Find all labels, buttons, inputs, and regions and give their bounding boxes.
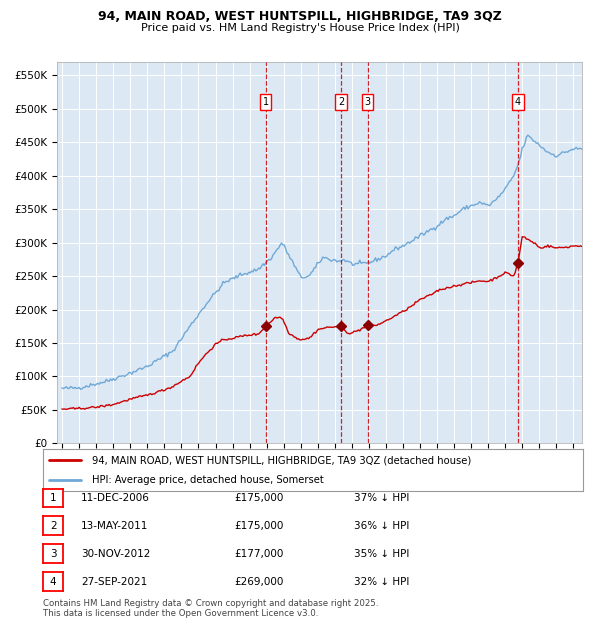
- Text: Price paid vs. HM Land Registry's House Price Index (HPI): Price paid vs. HM Land Registry's House …: [140, 23, 460, 33]
- Text: 27-SEP-2021: 27-SEP-2021: [81, 577, 147, 587]
- Text: Contains HM Land Registry data © Crown copyright and database right 2025.
This d: Contains HM Land Registry data © Crown c…: [43, 599, 379, 618]
- Text: 30-NOV-2012: 30-NOV-2012: [81, 549, 151, 559]
- Text: 3: 3: [50, 549, 56, 559]
- Text: 32% ↓ HPI: 32% ↓ HPI: [354, 577, 409, 587]
- Text: £177,000: £177,000: [234, 549, 283, 559]
- Text: 37% ↓ HPI: 37% ↓ HPI: [354, 493, 409, 503]
- Text: £175,000: £175,000: [234, 521, 283, 531]
- Text: 4: 4: [50, 577, 56, 587]
- Text: 3: 3: [365, 97, 371, 107]
- Text: 35% ↓ HPI: 35% ↓ HPI: [354, 549, 409, 559]
- Text: 94, MAIN ROAD, WEST HUNTSPILL, HIGHBRIDGE, TA9 3QZ: 94, MAIN ROAD, WEST HUNTSPILL, HIGHBRIDG…: [98, 10, 502, 23]
- Text: 11-DEC-2006: 11-DEC-2006: [81, 493, 150, 503]
- Text: 4: 4: [515, 97, 521, 107]
- Text: 1: 1: [50, 493, 56, 503]
- Text: 94, MAIN ROAD, WEST HUNTSPILL, HIGHBRIDGE, TA9 3QZ (detached house): 94, MAIN ROAD, WEST HUNTSPILL, HIGHBRIDG…: [92, 455, 471, 465]
- Text: 2: 2: [50, 521, 56, 531]
- Text: HPI: Average price, detached house, Somerset: HPI: Average price, detached house, Some…: [92, 475, 323, 485]
- Text: £269,000: £269,000: [234, 577, 283, 587]
- Text: 1: 1: [263, 97, 269, 107]
- Text: £175,000: £175,000: [234, 493, 283, 503]
- Text: 13-MAY-2011: 13-MAY-2011: [81, 521, 148, 531]
- Text: 2: 2: [338, 97, 344, 107]
- Text: 36% ↓ HPI: 36% ↓ HPI: [354, 521, 409, 531]
